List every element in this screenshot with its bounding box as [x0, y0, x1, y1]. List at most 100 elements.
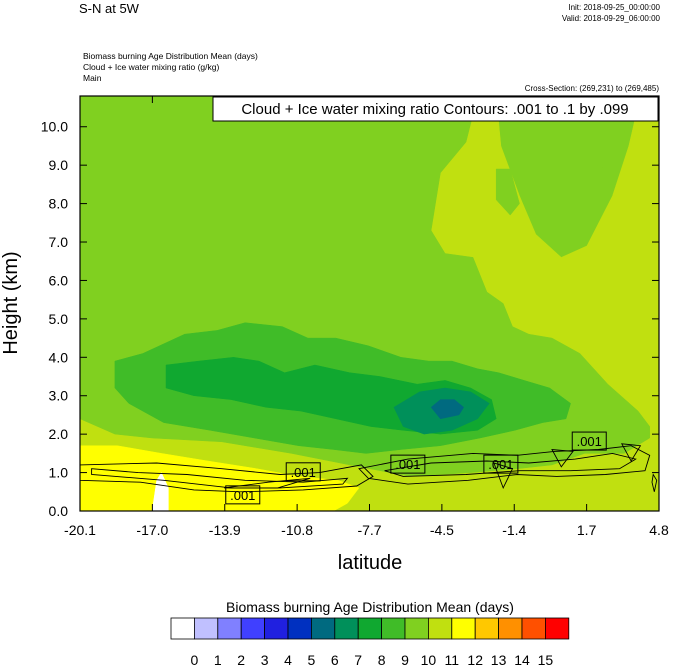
contour-line-8	[651, 473, 658, 492]
field-description-2: Cloud + Ice water mixing ratio (g/kg)	[83, 62, 219, 72]
y-tick-label: 10.0	[41, 119, 68, 135]
x-tick-label: 4.8	[649, 522, 669, 538]
contour-label-box	[225, 485, 261, 505]
contour-label-2: .001	[390, 454, 426, 474]
colorbar-label: 1	[214, 652, 222, 668]
colorbar-label: 9	[401, 652, 409, 668]
y-tick-label: 4.0	[49, 349, 69, 365]
field-description-1: Biomass burning Age Distribution Mean (d…	[83, 51, 258, 61]
colorbar-label: 3	[261, 652, 269, 668]
x-tick-label: -1.4	[502, 522, 526, 538]
y-tick-label: 0.0	[49, 503, 69, 519]
contour-label-box	[483, 454, 519, 474]
colorbar-swatch	[521, 617, 546, 640]
x-tick-label: -4.5	[430, 522, 454, 538]
colorbar-labels: 0 1 2 3 4 5 6 7 8 9 10 11 12 13 14 15	[191, 652, 554, 668]
contour-line-7	[620, 443, 642, 462]
contour-label-text: .001	[291, 465, 316, 480]
colorbar-swatch	[357, 617, 383, 640]
contour-label-4: .001	[571, 431, 607, 451]
colorbar-swatch	[310, 617, 336, 640]
contour-line-1	[91, 468, 349, 489]
contour-label-3: .001	[483, 454, 519, 474]
colorbar-label: 13	[491, 652, 507, 668]
valid-time: Valid: 2018-09-29_06:00:00	[562, 14, 661, 23]
contour-labels: .001 .001 .001 .001 .001	[225, 431, 607, 505]
shaded-fields	[80, 96, 659, 511]
contour-line-3	[358, 445, 651, 485]
colorbar-swatch	[170, 617, 195, 640]
shaded-region-level-6-0	[430, 399, 465, 420]
y-tick-label: 6.0	[49, 272, 69, 288]
colorbar-swatch	[545, 617, 570, 640]
contour-lines	[80, 443, 658, 493]
colorbar-label: 11	[445, 652, 460, 668]
colorbar-label: 6	[331, 652, 339, 668]
init-time: Init: 2018-09-25_00:00:00	[568, 3, 660, 12]
y-axis-label: Height (km)	[0, 251, 22, 354]
x-tick-label: -20.1	[64, 522, 96, 538]
colorbar-swatches	[170, 617, 570, 640]
colorbar-label: 5	[308, 652, 316, 668]
y-tick-label: 3.0	[49, 388, 69, 404]
colorbar-swatch	[474, 617, 500, 640]
colorbar-label: 14	[514, 652, 530, 668]
shaded-region-level-10-2	[495, 168, 520, 216]
colorbar-swatch	[404, 617, 429, 640]
colorbar-swatch	[427, 617, 453, 640]
colorbar-swatch	[498, 617, 523, 640]
x-tick-label: -13.9	[209, 522, 241, 538]
y-tick-label: 5.0	[49, 311, 69, 327]
x-tick-label: -7.7	[357, 522, 381, 538]
colorbar-label: 8	[378, 652, 386, 668]
contour-label-text: .001	[488, 457, 513, 472]
colorbar-swatch	[193, 617, 219, 640]
colorbar-label: 4	[284, 652, 292, 668]
colorbar-label: 12	[467, 652, 483, 668]
colorbar-title: Biomass burning Age Distribution Mean (d…	[226, 599, 514, 615]
cross-section-label: Cross-Section: (269,231) to (269,485)	[525, 84, 660, 93]
x-tick-label: -10.8	[281, 522, 313, 538]
figure-title: S-N at 5W	[79, 1, 140, 16]
plot-area: .001 .001 .001 .001 .001 -20.1 -17.0 -13.9 -10.…	[41, 95, 669, 538]
shaded-region-level-12-0	[80, 445, 360, 511]
y-tick-label: 7.0	[49, 234, 69, 250]
contour-label-box	[390, 454, 426, 474]
axis-ticks: -20.1 -17.0 -13.9 -10.8 -7.7 -4.5 -1.4 1.7 4.8 0.…	[41, 96, 669, 538]
y-tick-label: 1.0	[49, 465, 69, 481]
field-description-3: Main	[83, 73, 102, 83]
contour-info-box: Cloud + Ice water mixing ratio Contours:…	[212, 96, 659, 122]
y-tick-label: 9.0	[49, 157, 69, 173]
contour-label-text: .001	[395, 457, 420, 472]
contour-line-4	[384, 452, 637, 477]
x-tick-label: -17.0	[136, 522, 168, 538]
contour-label-0: .001	[225, 485, 261, 505]
colorbar-swatch	[217, 617, 242, 640]
colorbar-swatch	[287, 617, 312, 640]
colorbar-swatch	[381, 617, 406, 640]
colorbar-swatch	[334, 617, 359, 640]
contour-info-text: Cloud + Ice water mixing ratio Contours:…	[241, 101, 628, 118]
y-tick-label: 8.0	[49, 196, 69, 212]
y-tick-label: 2.0	[49, 426, 69, 442]
colorbar: Biomass burning Age Distribution Mean (d…	[170, 599, 570, 668]
x-tick-label: 1.7	[577, 522, 597, 538]
colorbar-label: 0	[191, 652, 199, 668]
colorbar-label: 10	[421, 652, 437, 668]
contour-line-6	[551, 448, 574, 468]
contour-label-text: .001	[577, 434, 602, 449]
colorbar-swatch	[240, 617, 265, 640]
x-axis-label: latitude	[338, 552, 403, 574]
colorbar-label: 15	[538, 652, 554, 668]
contour-label-1: .001	[285, 462, 321, 482]
colorbar-swatch	[451, 617, 476, 640]
colorbar-label: 7	[354, 652, 362, 668]
contour-line-0	[80, 462, 374, 493]
colorbar-label: 2	[237, 652, 245, 668]
contour-info-frame	[212, 96, 659, 122]
contour-label-text: .001	[230, 488, 255, 503]
contour-label-box	[285, 462, 321, 482]
colorbar-swatch	[264, 617, 289, 640]
contour-label-box	[571, 431, 607, 451]
